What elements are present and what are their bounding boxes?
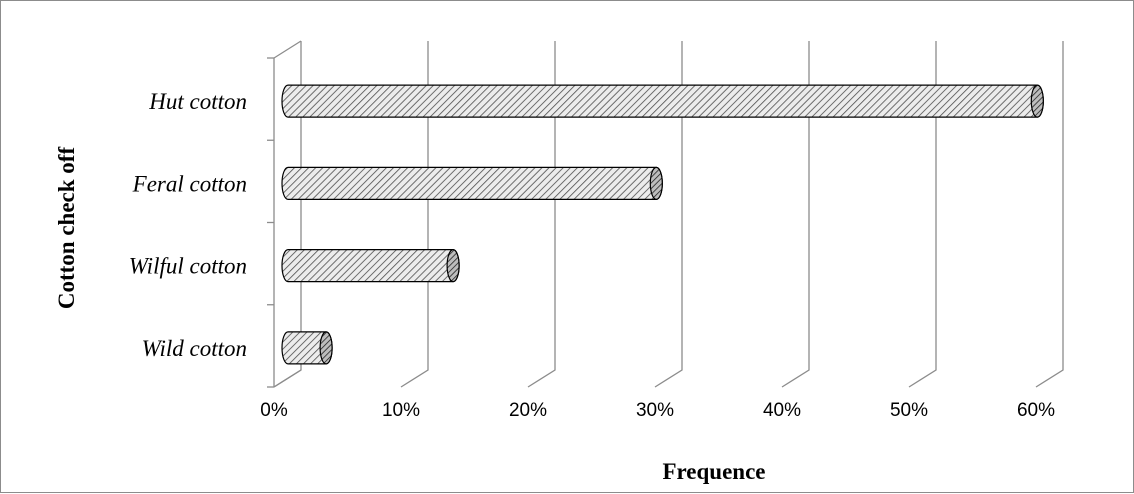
bar-end-cap (649, 166, 663, 200)
y-category-label: Wilful cotton (129, 254, 247, 279)
bar-end-cap (1030, 84, 1044, 118)
x-gridline (400, 41, 429, 388)
bar-end-cap (446, 249, 460, 283)
axis-layer (267, 40, 302, 388)
grid-layer (273, 41, 1064, 388)
bar (281, 84, 1044, 118)
x-tick-label: 20% (509, 400, 547, 421)
bar-layer (281, 84, 1044, 365)
label-layer: Frequence Cotton check off 0% 10% 20% 30% 40… (54, 89, 1055, 484)
bar-end-cap (319, 331, 333, 365)
x-gridline (654, 41, 683, 388)
x-tick-label: 10% (382, 400, 420, 421)
y-category-label: Hut cotton (148, 89, 247, 114)
x-gridline (1035, 41, 1064, 388)
y-axis-title: Cotton check off (54, 147, 79, 310)
x-tick-label: 0% (260, 400, 288, 421)
y-category-label: Feral cotton (132, 171, 247, 196)
x-tick-label: 50% (890, 400, 928, 421)
x-axis-title: Frequence (662, 459, 765, 484)
x-gridline (527, 41, 556, 388)
y-axis-top-edge (273, 40, 302, 59)
x-gridline (908, 41, 937, 388)
bar (281, 166, 663, 200)
x-gridline (781, 41, 810, 388)
floor-edge (273, 369, 302, 388)
x-tick-label: 40% (763, 400, 801, 421)
x-tick-label: 60% (1017, 400, 1055, 421)
y-category-label: Wild cotton (142, 336, 247, 361)
bar (281, 249, 460, 283)
x-tick-label: 30% (636, 400, 674, 421)
